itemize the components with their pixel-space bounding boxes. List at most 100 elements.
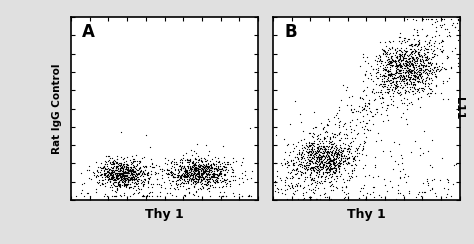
- Point: [208, 166, 215, 170]
- Point: [410, 57, 418, 61]
- Point: [417, 194, 425, 198]
- Point: [137, 181, 145, 185]
- Point: [303, 147, 311, 151]
- Point: [393, 65, 401, 69]
- Point: [183, 173, 191, 177]
- Point: [289, 167, 297, 171]
- Point: [414, 75, 421, 79]
- Point: [212, 173, 220, 176]
- Point: [415, 66, 423, 70]
- Point: [337, 145, 344, 149]
- Point: [207, 162, 215, 166]
- Point: [322, 159, 329, 163]
- Point: [410, 74, 418, 78]
- Point: [299, 146, 306, 150]
- Point: [113, 165, 121, 169]
- Point: [114, 181, 122, 185]
- Point: [158, 173, 165, 177]
- Point: [408, 58, 415, 62]
- Point: [214, 180, 221, 184]
- Point: [407, 52, 414, 56]
- Point: [306, 162, 314, 165]
- Point: [113, 174, 121, 178]
- Point: [185, 168, 192, 172]
- Point: [308, 142, 315, 146]
- Point: [423, 58, 431, 62]
- Point: [193, 174, 201, 178]
- Point: [392, 71, 400, 75]
- Point: [210, 173, 218, 176]
- Point: [303, 155, 311, 159]
- Point: [209, 172, 217, 176]
- Point: [98, 183, 106, 186]
- Point: [316, 153, 324, 157]
- Point: [170, 173, 177, 177]
- Point: [247, 193, 255, 197]
- Point: [415, 53, 423, 57]
- Point: [421, 64, 429, 68]
- Point: [410, 43, 418, 47]
- Point: [408, 71, 416, 75]
- Point: [318, 151, 326, 155]
- Point: [341, 159, 349, 163]
- Point: [294, 171, 301, 175]
- Point: [413, 70, 420, 73]
- Point: [317, 157, 325, 161]
- Point: [408, 77, 416, 81]
- Point: [350, 128, 357, 132]
- Point: [222, 194, 229, 198]
- Point: [183, 164, 191, 168]
- Point: [337, 172, 345, 175]
- Point: [188, 171, 196, 175]
- Point: [195, 174, 202, 178]
- Point: [387, 78, 395, 81]
- Point: [123, 155, 130, 159]
- Point: [374, 69, 382, 72]
- Point: [177, 181, 185, 185]
- Point: [329, 170, 337, 174]
- Point: [301, 152, 308, 156]
- Point: [415, 52, 423, 56]
- Point: [191, 165, 199, 169]
- Point: [374, 70, 382, 74]
- Point: [411, 77, 419, 81]
- Point: [130, 169, 137, 173]
- Point: [392, 61, 400, 64]
- Point: [389, 91, 397, 95]
- Point: [402, 117, 410, 121]
- Point: [332, 156, 339, 160]
- Point: [401, 61, 409, 64]
- Point: [411, 87, 419, 91]
- Point: [113, 168, 120, 172]
- Point: [194, 173, 202, 176]
- Point: [335, 155, 342, 159]
- Point: [302, 163, 310, 167]
- Point: [183, 171, 191, 175]
- Point: [119, 166, 127, 170]
- Point: [409, 55, 417, 59]
- Point: [420, 129, 428, 133]
- Point: [216, 172, 224, 176]
- Point: [411, 75, 419, 79]
- Point: [127, 170, 134, 174]
- Point: [347, 140, 355, 143]
- Point: [93, 169, 100, 173]
- Point: [179, 153, 186, 157]
- Point: [189, 178, 197, 182]
- Point: [214, 167, 221, 171]
- Point: [167, 172, 175, 175]
- Point: [189, 177, 197, 181]
- Point: [181, 168, 189, 172]
- Point: [315, 180, 322, 184]
- Point: [148, 162, 156, 165]
- Point: [405, 90, 413, 94]
- Point: [422, 78, 429, 82]
- Point: [389, 80, 397, 84]
- Point: [335, 161, 343, 165]
- Point: [204, 162, 212, 166]
- Point: [329, 134, 337, 138]
- Point: [402, 81, 410, 85]
- Point: [419, 58, 427, 62]
- Point: [418, 95, 425, 99]
- Point: [327, 158, 334, 162]
